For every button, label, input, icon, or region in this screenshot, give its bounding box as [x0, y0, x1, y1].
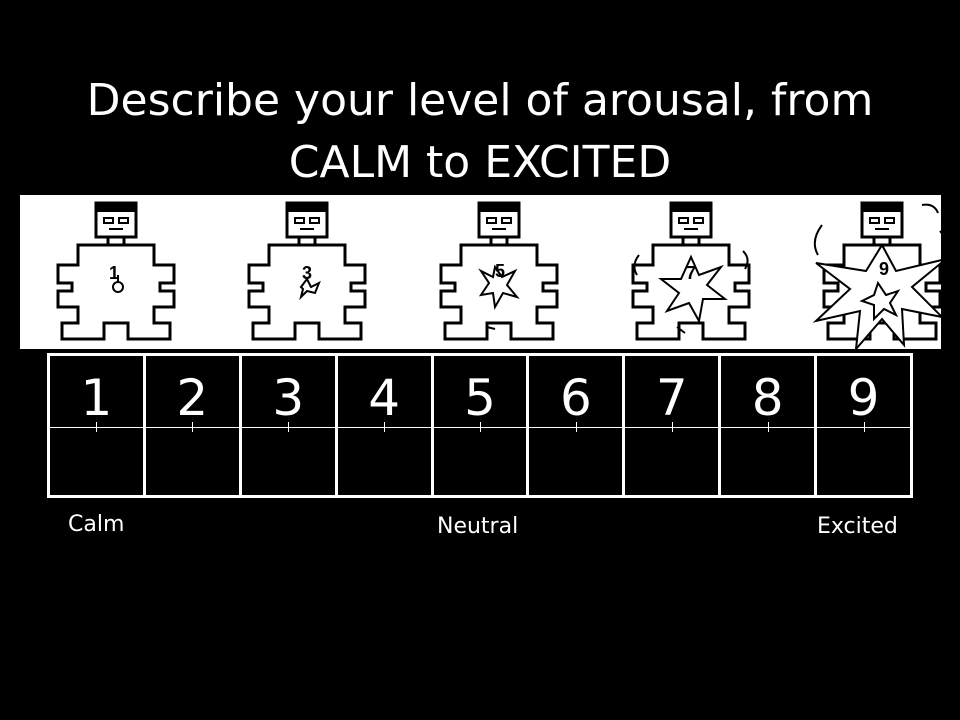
figure-label-5: 5	[495, 261, 505, 281]
rating-option-2[interactable]: 2	[145, 356, 242, 495]
tick-mark	[863, 422, 865, 432]
sam-figure-7	[631, 201, 751, 341]
rating-value: 3	[272, 369, 305, 427]
title-line-1: Describe your level of arousal, from	[86, 75, 874, 126]
rating-option-8[interactable]: 8	[721, 356, 818, 495]
title-line-2: CALM to EXCITED	[288, 137, 672, 188]
rating-value: 7	[655, 369, 688, 427]
rating-option-6[interactable]: 6	[529, 356, 626, 495]
figure-label-3: 3	[302, 263, 312, 283]
tick-mark	[96, 422, 98, 432]
rating-value: 1	[80, 369, 113, 427]
sam-figure-3	[247, 201, 367, 341]
rating-value: 9	[847, 369, 880, 427]
anchor-label-calm: Calm	[68, 512, 125, 537]
rating-option-3[interactable]: 3	[241, 356, 338, 495]
rating-value: 4	[368, 369, 401, 427]
tick-mark	[767, 422, 769, 432]
sam-figure-9	[812, 201, 941, 349]
rating-value: 8	[751, 369, 784, 427]
tick-mark	[480, 422, 481, 432]
sam-figure-1	[56, 201, 176, 341]
anchor-label-neutral: Neutral	[437, 514, 519, 539]
rating-option-7[interactable]: 7	[625, 356, 722, 495]
tick-mark	[384, 422, 386, 432]
rating-value: 6	[559, 369, 592, 427]
figure-label-9: 9	[879, 259, 889, 279]
figure-label-1: 1	[109, 263, 119, 283]
rating-option-4[interactable]: 4	[337, 356, 434, 495]
arousal-rating-scale: 1 2 3 4 5 6 7 8 9	[47, 353, 913, 498]
tick-mark	[192, 422, 194, 432]
sam-figures-svg: 1 3 5 7 9	[56, 201, 941, 349]
tick-mark	[575, 422, 577, 432]
figure-label-7: 7	[686, 263, 696, 283]
rating-option-9[interactable]: 9	[817, 356, 911, 495]
question-title: Describe your level of arousal, from CAL…	[0, 70, 960, 194]
rating-value: 5	[464, 369, 496, 427]
rating-value: 2	[176, 369, 209, 427]
sam-figure-strip: 1 3 5 7 9	[20, 195, 941, 349]
sam-figure-5	[439, 201, 559, 341]
tick-mark	[288, 422, 290, 432]
tick-mark	[671, 422, 673, 432]
rating-option-1[interactable]: 1	[50, 356, 146, 495]
anchor-label-excited: Excited	[817, 514, 898, 539]
rating-option-5[interactable]: 5	[433, 356, 530, 495]
